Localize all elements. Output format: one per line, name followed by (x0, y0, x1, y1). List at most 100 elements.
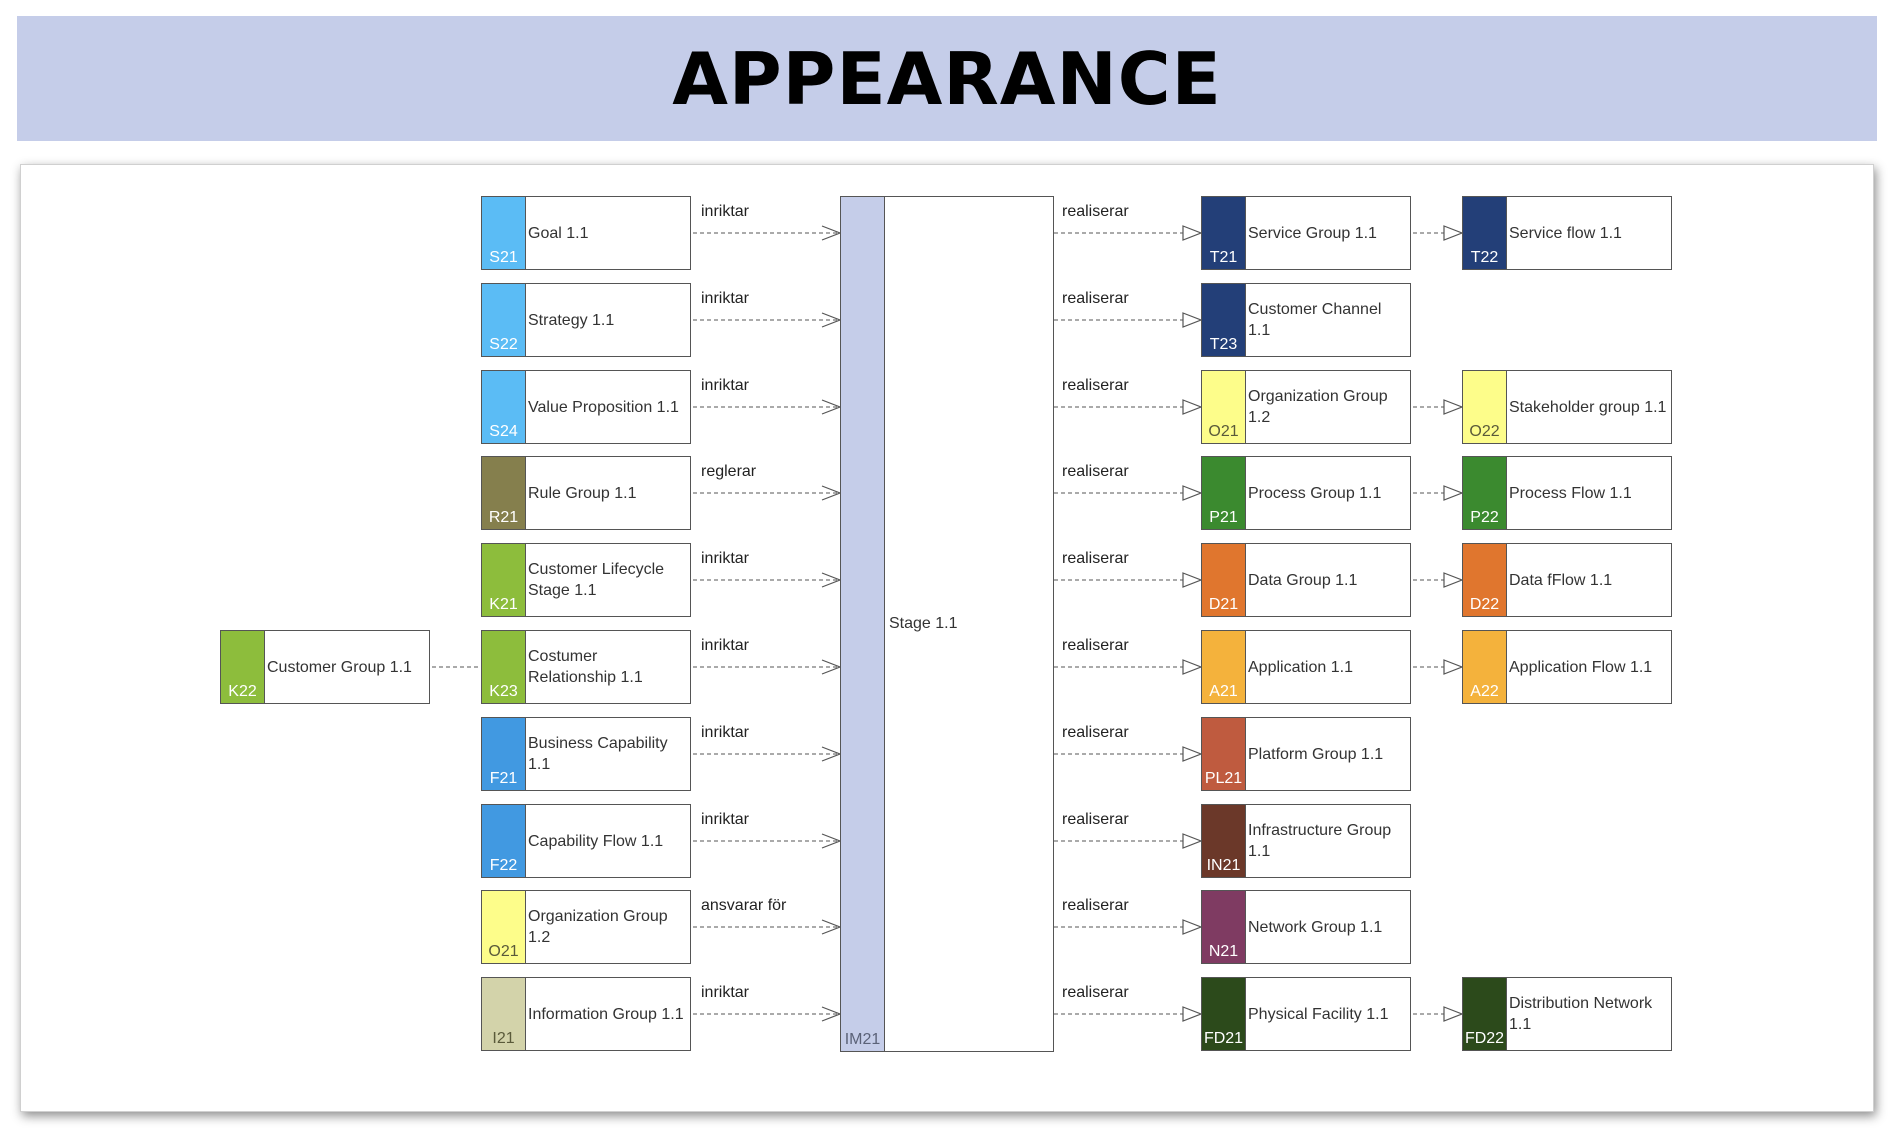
right-node-a21-code-box: A21 (1201, 630, 1246, 704)
right-node-a21-label: Application 1.1 (1248, 658, 1353, 676)
left-node-f21-label: Business Capability 1.1 (528, 735, 668, 773)
far-node-t22[interactable]: T22 Service flow 1.1 (1462, 196, 1672, 270)
right-node-o21-code: O21 (1208, 423, 1239, 440)
far-node-t22-code-box: T22 (1462, 196, 1507, 270)
left-relation-6: inriktar (701, 724, 750, 741)
right-node-pl21[interactable]: PL21 Platform Group 1.1 (1201, 717, 1411, 791)
left-relation-0: inriktar (701, 203, 750, 220)
right-node-n21-label: Network Group 1.1 (1248, 918, 1383, 936)
stage-code: IM21 (844, 1031, 881, 1048)
left-node-k23-code-box: K23 (481, 630, 526, 704)
far-node-fd22-label: Distribution Network 1.1 (1509, 995, 1653, 1033)
right-node-fd21-code-box: FD21 (1201, 977, 1246, 1051)
left-node-f22-code-box: F22 (481, 804, 526, 878)
left-node-f22-label: Capability Flow 1.1 (528, 832, 664, 850)
right-node-in21[interactable]: IN21 Infrastructure Group 1.1 (1201, 804, 1411, 878)
left-node-k23-code: K23 (489, 683, 518, 700)
right-relation-2: realiserar (1062, 377, 1129, 394)
left-node-r21-label: Rule Group 1.1 (528, 484, 637, 502)
left-node-s22-label: Strategy 1.1 (528, 311, 615, 329)
left-relation-3: reglerar (701, 463, 757, 480)
left-node-s21-code: S21 (489, 249, 518, 266)
far-node-a22-label: Application Flow 1.1 (1509, 658, 1653, 676)
right-relation-7: realiserar (1062, 811, 1129, 828)
left-relation-8: ansvarar för (701, 897, 787, 914)
far-node-d22-code: D22 (1469, 596, 1500, 613)
right-relation-1: realiserar (1062, 290, 1129, 307)
right-node-fd21-label: Physical Facility 1.1 (1248, 1005, 1389, 1023)
right-relation-0: realiserar (1062, 203, 1129, 220)
right-node-pl21-code: PL21 (1204, 770, 1243, 787)
right-node-pl21-label: Platform Group 1.1 (1248, 745, 1384, 763)
left-relation-5: inriktar (701, 637, 750, 654)
right-node-n21-code-box: N21 (1201, 890, 1246, 964)
left-node-r21[interactable]: R21 Rule Group 1.1 (481, 456, 691, 530)
right-node-o21[interactable]: O21 Organization Group 1.2 (1201, 370, 1411, 444)
far-node-d22[interactable]: D22 Data fFlow 1.1 (1462, 543, 1672, 617)
stage-node[interactable]: IM21 Stage 1.1 (840, 196, 1054, 1052)
left-node-s24-code: S24 (489, 423, 518, 440)
left-node-s24-code-box: S24 (481, 370, 526, 444)
right-node-fd21-code: FD21 (1203, 1030, 1244, 1047)
far-node-a22-code-box: A22 (1462, 630, 1507, 704)
right-node-in21-code: IN21 (1206, 857, 1241, 874)
page-title: APPEARANCE (672, 36, 1222, 121)
right-node-t21-code-box: T21 (1201, 196, 1246, 270)
left-node-r21-code-box: R21 (481, 456, 526, 530)
right-node-n21[interactable]: N21 Network Group 1.1 (1201, 890, 1411, 964)
left-node-f21[interactable]: F21 Business Capability 1.1 (481, 717, 691, 791)
left-node-f22[interactable]: F22 Capability Flow 1.1 (481, 804, 691, 878)
right-relation-3: realiserar (1062, 463, 1129, 480)
right-node-t23-label: Customer Channel 1.1 (1248, 301, 1382, 339)
stage-label: Stage 1.1 (889, 615, 958, 632)
left-node-k23-label: Costumer Relationship 1.1 (528, 648, 643, 686)
far-node-fd22-code: FD22 (1464, 1030, 1505, 1047)
far-node-p22-code-box: P22 (1462, 456, 1507, 530)
right-node-d21-code: D21 (1208, 596, 1239, 613)
left-node-o21[interactable]: O21 Organization Group 1.2 (481, 890, 691, 964)
left-node-i21-code: I21 (492, 1030, 515, 1047)
far-node-p22[interactable]: P22 Process Flow 1.1 (1462, 456, 1672, 530)
left-node-i21-code-box: I21 (481, 977, 526, 1051)
right-node-d21[interactable]: D21 Data Group 1.1 (1201, 543, 1411, 617)
left-node-s21-label: Goal 1.1 (528, 224, 589, 242)
left-node-k23[interactable]: K23 Costumer Relationship 1.1 (481, 630, 691, 704)
right-relation-9: realiserar (1062, 984, 1129, 1001)
stage-code-box: IM21 (840, 196, 885, 1052)
right-node-p21[interactable]: P21 Process Group 1.1 (1201, 456, 1411, 530)
far-node-o22-code: O22 (1469, 423, 1500, 440)
right-node-a21[interactable]: A21 Application 1.1 (1201, 630, 1411, 704)
right-node-t23-code: T23 (1209, 336, 1238, 353)
far-node-d22-label: Data fFlow 1.1 (1509, 571, 1613, 589)
left-node-s22[interactable]: S22 Strategy 1.1 (481, 283, 691, 357)
left-node-f21-code-box: F21 (481, 717, 526, 791)
left-node-o21-code: O21 (488, 943, 519, 960)
left-node-i21-label: Information Group 1.1 (528, 1005, 684, 1023)
left-node-k21[interactable]: K21 Customer Lifecycle Stage 1.1 (481, 543, 691, 617)
right-node-fd21[interactable]: FD21 Physical Facility 1.1 (1201, 977, 1411, 1051)
left-relation-4: inriktar (701, 550, 750, 567)
right-node-t23[interactable]: T23 Customer Channel 1.1 (1201, 283, 1411, 357)
left-node-s24[interactable]: S24 Value Proposition 1.1 (481, 370, 691, 444)
far-node-t22-label: Service flow 1.1 (1509, 224, 1622, 242)
left-relation-9: inriktar (701, 984, 750, 1001)
far-node-a22[interactable]: A22 Application Flow 1.1 (1462, 630, 1672, 704)
right-node-a21-code: A21 (1209, 683, 1238, 700)
right-node-p21-code: P21 (1209, 509, 1238, 526)
left-relation-1: inriktar (701, 290, 750, 307)
left-node-i21[interactable]: I21 Information Group 1.1 (481, 977, 691, 1051)
far-node-p22-code: P22 (1470, 509, 1499, 526)
left-node-s21[interactable]: S21 Goal 1.1 (481, 196, 691, 270)
right-node-t21[interactable]: T21 Service Group 1.1 (1201, 196, 1411, 270)
left-node-s22-code-box: S22 (481, 283, 526, 357)
left-node-s21-code-box: S21 (481, 196, 526, 270)
right-node-p21-code-box: P21 (1201, 456, 1246, 530)
left-node-o21-code-box: O21 (481, 890, 526, 964)
customer-group-node-code: K22 (228, 683, 257, 700)
right-node-d21-code-box: D21 (1201, 543, 1246, 617)
far-node-o22[interactable]: O22 Stakeholder group 1.1 (1462, 370, 1672, 444)
customer-group-node[interactable]: K22 Customer Group 1.1 (220, 630, 430, 704)
far-node-fd22[interactable]: FD22 Distribution Network 1.1 (1462, 977, 1672, 1051)
right-relation-6: realiserar (1062, 724, 1129, 741)
left-node-k21-label: Customer Lifecycle Stage 1.1 (528, 561, 665, 599)
